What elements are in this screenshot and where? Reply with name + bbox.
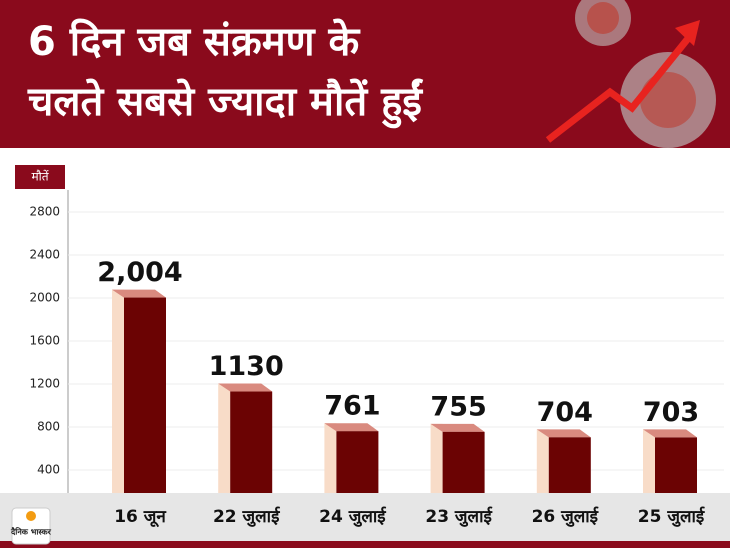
bar: [442, 431, 485, 493]
bar-top: [112, 289, 166, 298]
category-band: [0, 493, 730, 541]
y-tick-label: 2000: [29, 291, 60, 305]
title-line: 6 दिन जब संक्रमण के: [28, 18, 360, 65]
bar-top: [218, 383, 273, 392]
y-axis-label: मौतें: [31, 170, 49, 184]
value-label: 761: [324, 391, 380, 422]
x-tick-label: 24 जुलाई: [319, 506, 386, 527]
bar: [124, 297, 166, 493]
value-label: 1130: [209, 351, 284, 382]
virus-decoration: [545, 0, 716, 148]
y-label-box: [15, 165, 65, 189]
logo-sun: [26, 511, 36, 521]
value-label: 704: [537, 397, 593, 428]
x-tick-label: 25 जुलाई: [638, 506, 705, 527]
bar: [336, 431, 379, 493]
x-tick-label: 26 जुलाई: [532, 506, 599, 527]
bar-top: [536, 429, 591, 438]
value-label: 755: [430, 391, 486, 422]
y-tick-label: 400: [37, 463, 60, 477]
footer-line: [0, 541, 730, 548]
y-tick-label: 2800: [29, 205, 60, 219]
logo-box: [11, 507, 51, 545]
y-tick-label: 1600: [29, 334, 60, 348]
title-line: चलते सबसे ज्यादा मौतें हुईं: [27, 78, 424, 129]
bar-side: [218, 383, 231, 493]
bar: [655, 437, 697, 493]
x-tick-label: 23 जुलाई: [425, 506, 492, 527]
x-tick-label: 22 जुलाई: [213, 506, 280, 527]
y-tick-label: 1200: [29, 377, 60, 391]
bar-side: [643, 429, 655, 493]
logo: दैनिक भास्कर: [10, 527, 52, 537]
bar: [230, 391, 273, 493]
y-tick-label: 2400: [29, 248, 60, 262]
bar-top: [324, 423, 379, 432]
bar-top: [643, 429, 697, 438]
value-label: 2,004: [97, 257, 182, 288]
value-label: 703: [643, 397, 699, 428]
x-tick-label: 16 जून: [114, 507, 166, 528]
bar-side: [324, 423, 337, 493]
y-tick-label: 800: [37, 420, 60, 434]
bar-side: [430, 423, 443, 493]
bar-top: [430, 423, 485, 432]
bar-side: [112, 289, 124, 493]
bar-side: [536, 429, 549, 493]
bar: [548, 437, 591, 493]
